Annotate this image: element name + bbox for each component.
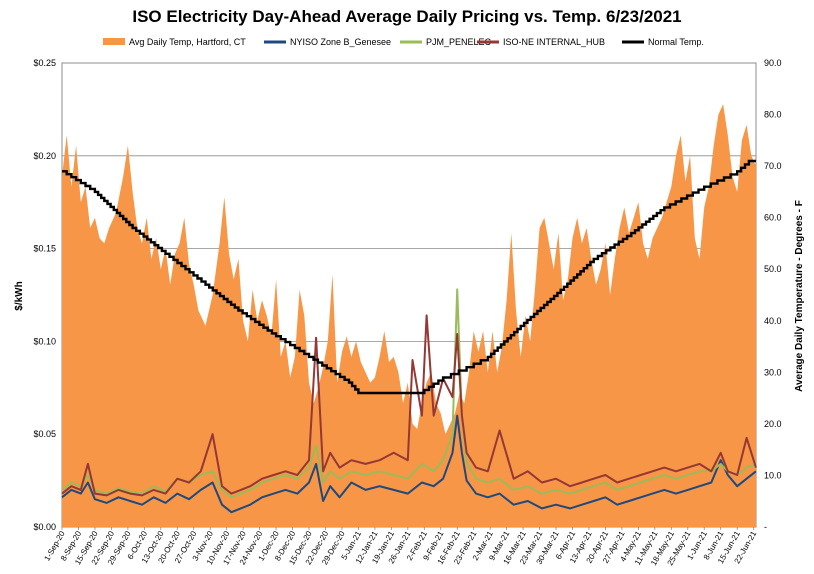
right-tick-label: 30.0 <box>764 367 782 377</box>
right-tick-label: - <box>764 522 767 532</box>
chart-title: ISO Electricity Day-Ahead Average Daily … <box>132 7 681 26</box>
legend: Avg Daily Temp, Hartford, CT NYISO Zone B… <box>103 37 704 47</box>
left-axis-label: $/kWh <box>14 281 25 310</box>
right-tick-label: 50.0 <box>764 264 782 274</box>
left-tick-label: $0.00 <box>33 522 56 532</box>
right-tick-label: 60.0 <box>764 213 782 223</box>
legend-nyiso-zone-b-genesee-label: NYISO Zone B_Genesee <box>290 37 391 47</box>
legend-normal-temp-label: Normal Temp. <box>648 37 704 47</box>
right-tick-label: 40.0 <box>764 316 782 326</box>
left-tick-label: $0.20 <box>33 151 56 161</box>
left-tick-label: $0.10 <box>33 336 56 346</box>
left-tick-label: $0.05 <box>33 429 56 439</box>
right-tick-label: 10.0 <box>764 470 782 480</box>
right-tick-label: 80.0 <box>764 110 782 120</box>
right-tick-label: 20.0 <box>764 419 782 429</box>
series-iso-ne-internal-hub-line <box>61 314 757 497</box>
right-tick-label: 90.0 <box>764 58 782 68</box>
legend-avg-daily-temp-hartford-ct-swatch <box>103 38 125 45</box>
series-avg-daily-temp-hartford-ct-area <box>62 104 756 527</box>
series-nyiso-zone-b-genesee-line <box>61 414 757 514</box>
left-tick-label: $0.25 <box>33 58 56 68</box>
legend-pjm-penelec-label: PJM_PENELEC <box>426 37 492 47</box>
legend-avg-daily-temp-hartford-ct-label: Avg Daily Temp, Hartford, CT <box>129 37 246 47</box>
series-normal-temp-line <box>62 159 756 395</box>
legend-iso-ne-internal-hub-label: ISO-NE INTERNAL_HUB <box>503 37 605 47</box>
right-tick-label: 70.0 <box>764 161 782 171</box>
right-axis-label: Average Daily Temperature - Degrees - F <box>794 200 805 392</box>
plot-area <box>61 104 757 527</box>
left-tick-label: $0.15 <box>33 244 56 254</box>
